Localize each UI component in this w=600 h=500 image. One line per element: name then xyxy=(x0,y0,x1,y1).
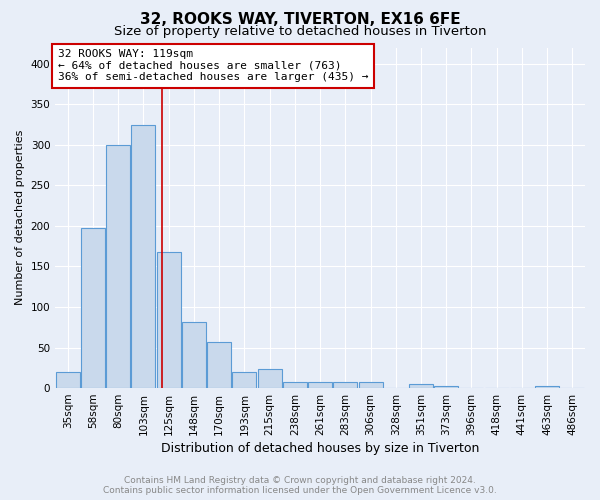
Bar xyxy=(283,382,307,388)
Y-axis label: Number of detached properties: Number of detached properties xyxy=(15,130,25,306)
Bar xyxy=(359,382,383,388)
Bar xyxy=(182,322,206,388)
Bar xyxy=(56,372,80,388)
Bar xyxy=(106,145,130,388)
Bar xyxy=(81,228,105,388)
Text: Contains HM Land Registry data © Crown copyright and database right 2024.
Contai: Contains HM Land Registry data © Crown c… xyxy=(103,476,497,495)
Bar xyxy=(409,384,433,388)
Bar xyxy=(434,386,458,388)
Bar xyxy=(232,372,256,388)
Text: Size of property relative to detached houses in Tiverton: Size of property relative to detached ho… xyxy=(114,25,486,38)
Bar xyxy=(257,370,281,388)
Text: 32 ROOKS WAY: 119sqm
← 64% of detached houses are smaller (763)
36% of semi-deta: 32 ROOKS WAY: 119sqm ← 64% of detached h… xyxy=(58,49,368,82)
Bar xyxy=(334,382,357,388)
Bar xyxy=(308,382,332,388)
Bar xyxy=(207,342,231,388)
Text: 32, ROOKS WAY, TIVERTON, EX16 6FE: 32, ROOKS WAY, TIVERTON, EX16 6FE xyxy=(140,12,460,28)
X-axis label: Distribution of detached houses by size in Tiverton: Distribution of detached houses by size … xyxy=(161,442,479,455)
Bar xyxy=(131,124,155,388)
Bar xyxy=(535,386,559,388)
Bar xyxy=(157,252,181,388)
